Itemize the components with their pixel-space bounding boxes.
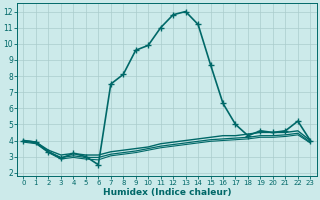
X-axis label: Humidex (Indice chaleur): Humidex (Indice chaleur): [103, 188, 231, 197]
